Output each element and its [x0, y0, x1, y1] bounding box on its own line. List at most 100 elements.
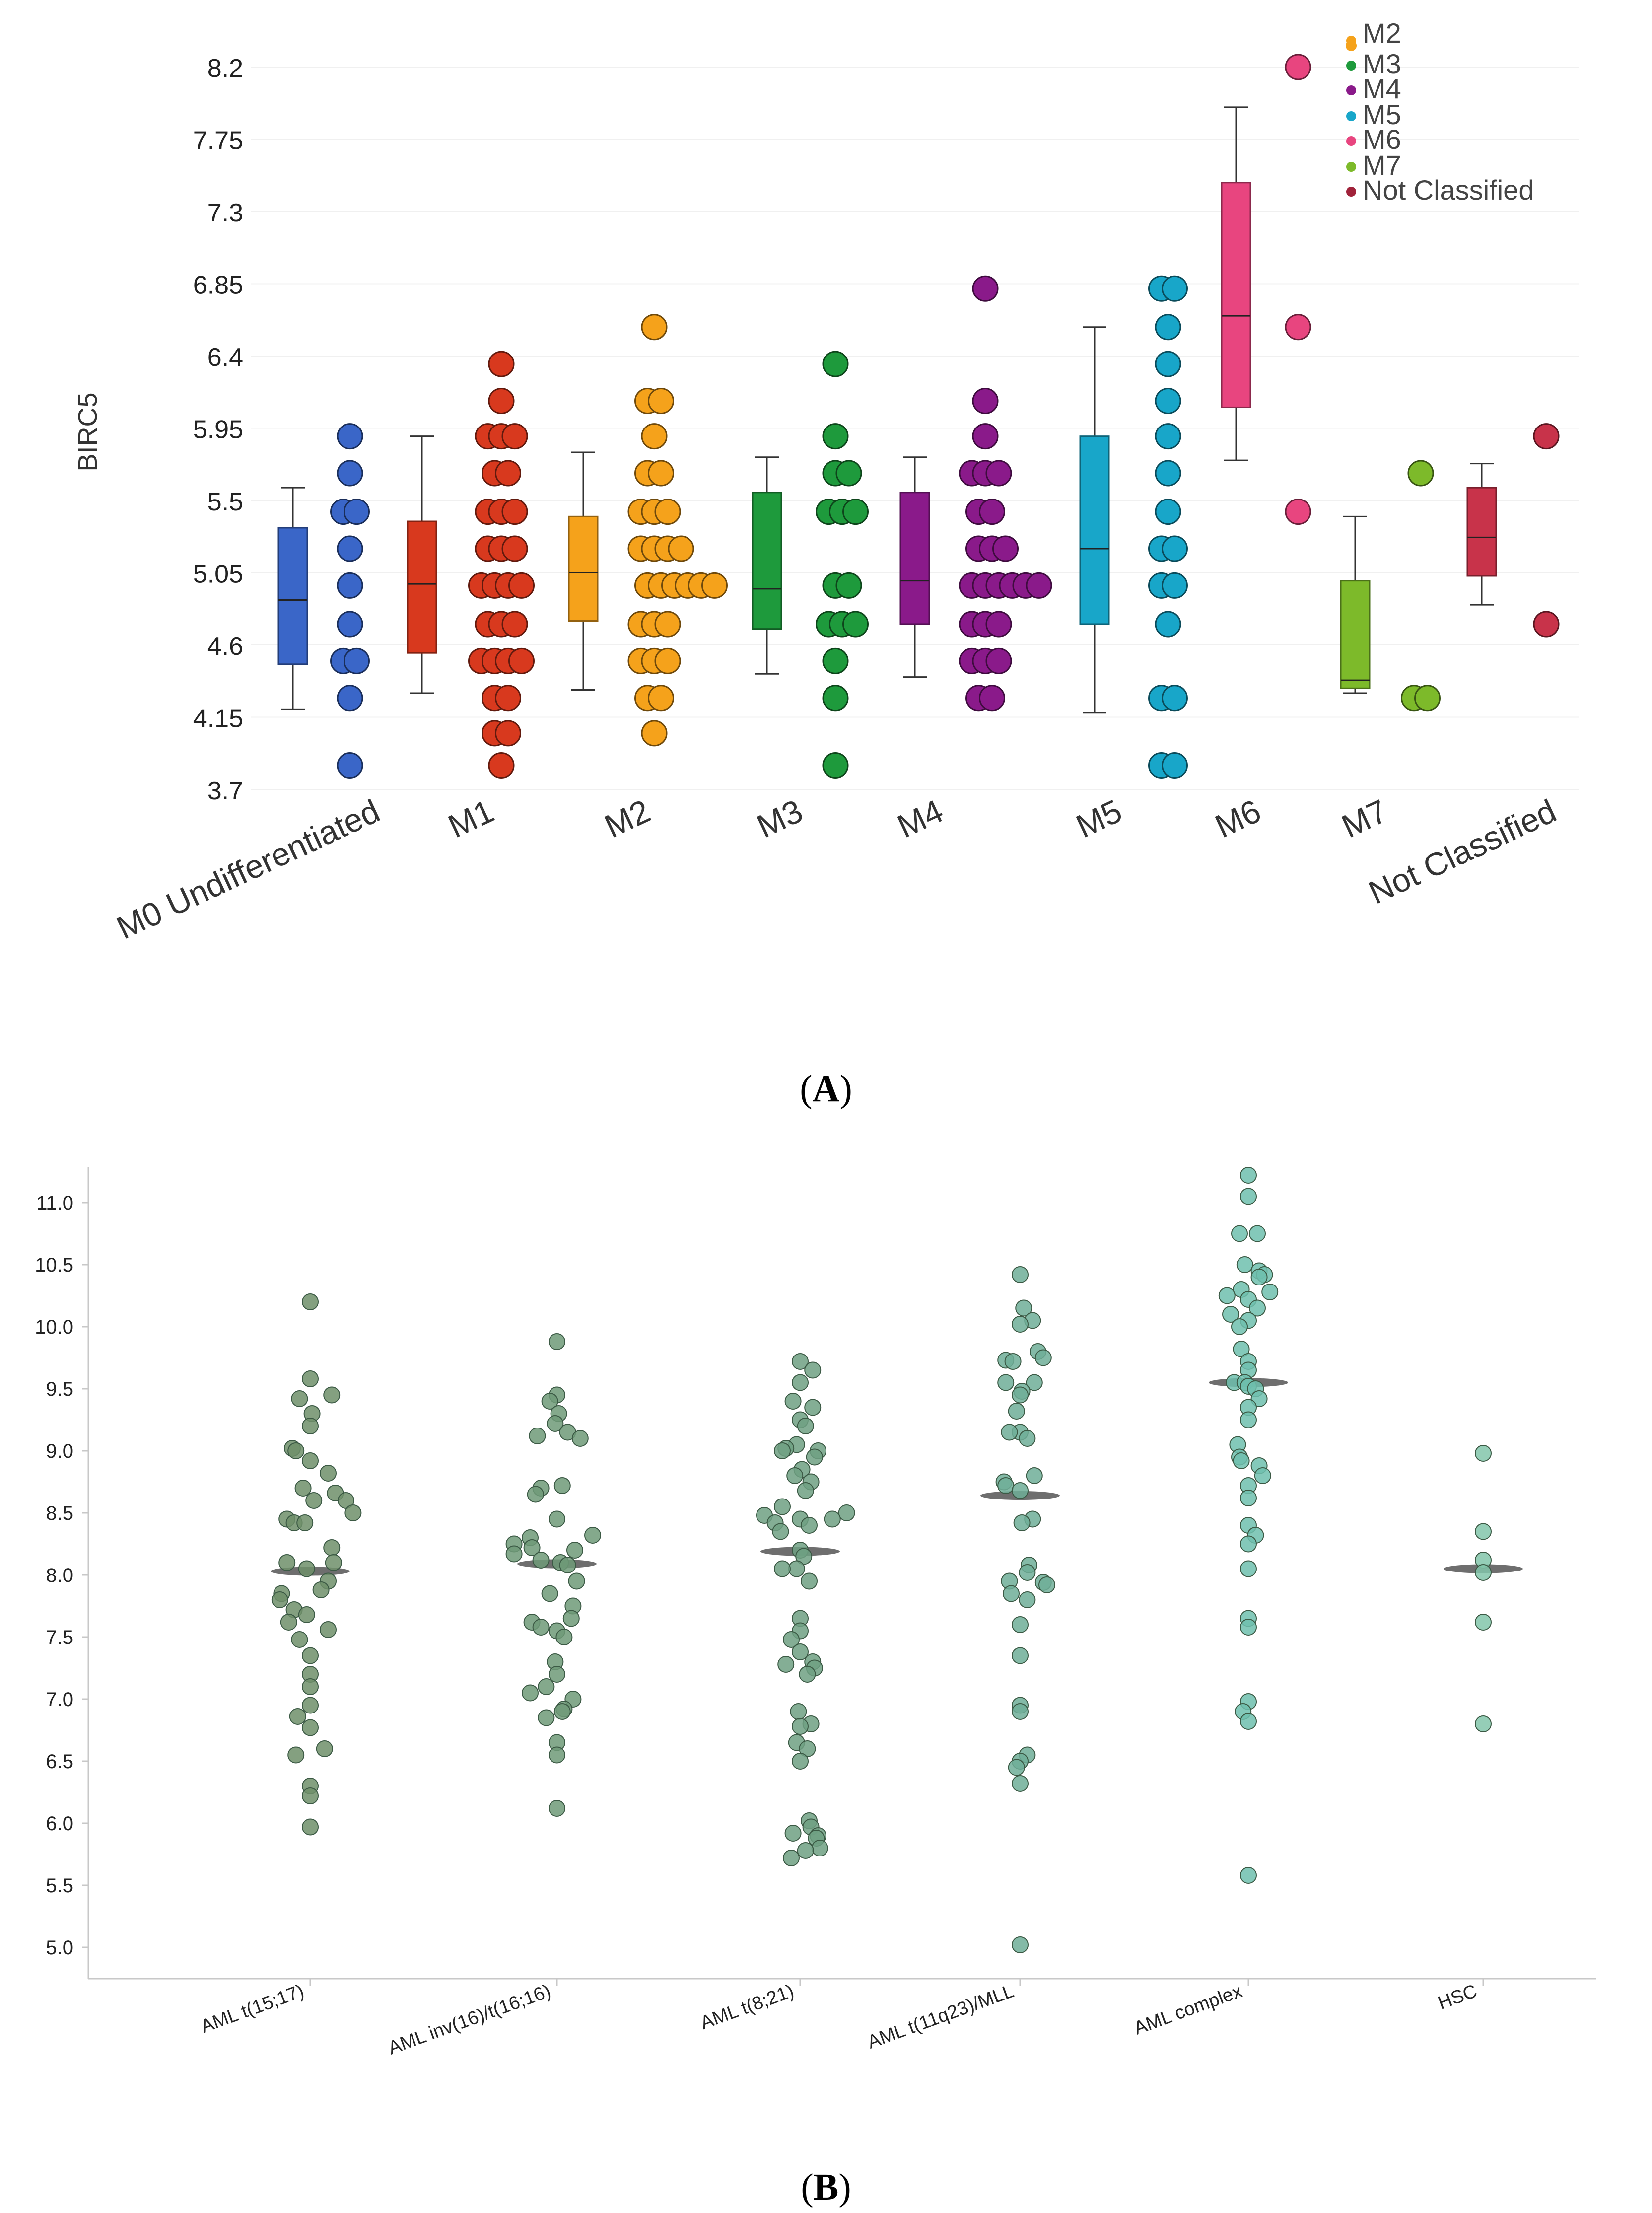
panel-a-point: [495, 720, 521, 747]
panel-b-point: [549, 1666, 565, 1683]
panel-b-point: [291, 1390, 308, 1407]
panel-b-point: [1012, 1386, 1029, 1404]
panel-b-point: [1012, 1482, 1029, 1499]
panel-a-box-6: [1221, 106, 1251, 461]
legend-marker: [1346, 187, 1356, 197]
panel-b-point: [559, 1557, 576, 1573]
panel-a-point: [972, 388, 999, 415]
panel-b-point: [824, 1510, 841, 1528]
panel-b-point: [806, 1448, 823, 1466]
panel-a-x-tick-label: Not Classified: [1363, 792, 1562, 911]
panel-b-point: [538, 1709, 555, 1726]
panel-b-point: [549, 1800, 565, 1817]
panel-b-point: [997, 1477, 1015, 1494]
panel-a-point: [1155, 423, 1181, 450]
panel-b-y-tick-label: 6.0: [46, 1813, 73, 1835]
panel-b-point: [1240, 1535, 1257, 1553]
legend-label: M4: [1363, 73, 1401, 104]
legend-label: M6: [1363, 124, 1401, 155]
panel-a-point: [822, 752, 849, 779]
panel-b-point: [280, 1614, 297, 1631]
panel-a-point: [972, 423, 999, 450]
panel-a-point: [1155, 388, 1181, 415]
panel-b-point: [792, 1643, 809, 1660]
panel-b-point: [1261, 1284, 1279, 1300]
panel-a-points-1: [468, 351, 535, 779]
panel-b-point: [1254, 1467, 1271, 1484]
panel-b-point: [541, 1393, 558, 1410]
panel-a-box-body: [752, 492, 782, 630]
panel-a-point: [979, 685, 1005, 712]
panel-b-point: [1026, 1467, 1043, 1484]
panel-b-point: [547, 1415, 564, 1432]
panel-b-point: [1233, 1452, 1250, 1469]
panel-b-point: [1012, 1936, 1029, 1953]
panel-b-point: [1218, 1287, 1236, 1304]
panel-a-points-7: [1401, 460, 1441, 712]
panel-a-y-tick-label: 5.95: [193, 416, 243, 444]
panel-b-point: [312, 1581, 330, 1598]
panel-a-point: [641, 423, 668, 450]
panel-a-y-tick-label: 4.15: [193, 705, 243, 733]
panel-a-y-tick-label: 5.05: [193, 560, 243, 589]
panel-b-point: [1240, 1167, 1257, 1184]
panel-a-point: [979, 499, 1005, 525]
panel-b-point: [1019, 1564, 1036, 1581]
panel-a-point: [1155, 611, 1181, 638]
panel-b-point: [783, 1631, 800, 1648]
panel-b-point: [555, 1629, 573, 1645]
panel-b-point: [523, 1539, 541, 1556]
panel-a-x-tick-label: M3: [752, 792, 808, 845]
legend-item: M4: [1346, 73, 1401, 104]
panel-b-point: [529, 1428, 546, 1444]
panel-a-point: [1162, 752, 1188, 779]
panel-b-point: [1012, 1316, 1029, 1333]
panel-a-box-body: [899, 492, 930, 625]
panel-b-y-tick-label: 5.0: [46, 1937, 73, 1959]
panel-a-y-tick-label: 8.2: [207, 54, 243, 83]
panel-a-point: [1533, 611, 1560, 638]
panel-b-point: [1222, 1306, 1239, 1323]
legend-label: Not Classified: [1363, 174, 1534, 206]
panel-a-point: [654, 499, 681, 525]
panel-a-x-tick-label: M2: [599, 792, 656, 845]
panel-a-box-body: [407, 520, 437, 654]
panel-b-point: [302, 1370, 319, 1387]
panel-a-x-tick-label: M6: [1210, 792, 1266, 845]
panel-a-point: [337, 611, 363, 638]
panel-a-points-6: [1285, 54, 1311, 525]
panel-a-x-tick-label: M4: [892, 792, 949, 845]
panel-a-box-body: [1221, 182, 1251, 408]
panel-b-axes: [87, 1167, 1596, 1980]
panel-b-point: [287, 1746, 305, 1764]
panel-a-point: [668, 535, 694, 562]
panel-a-point: [654, 647, 681, 674]
panel-b-point: [302, 1818, 319, 1836]
legend-label: M2: [1363, 17, 1401, 49]
panel-a-point: [822, 351, 849, 377]
panel-b-y-ticks: 5.0 5.5 6.0 6.5 7.0 7.5 8.0 8.5 9.0 9.5 10.0 10.5 11…: [35, 1192, 88, 1959]
panel-b-y-tick-label: 7.5: [46, 1627, 73, 1648]
panel-a-point: [337, 572, 363, 599]
panel-b-point: [1008, 1403, 1025, 1420]
panel-a-point: [344, 647, 370, 674]
panel-a-point: [508, 572, 535, 599]
panel-b-point: [549, 1333, 565, 1350]
panel-b-point: [505, 1545, 523, 1563]
panel-b-point: [797, 1418, 814, 1434]
panel-a-point: [992, 535, 1019, 562]
panel-b-point: [1012, 1703, 1029, 1720]
panel-a-y-axis-label: BIRC5: [73, 392, 103, 471]
panel-b-point: [296, 1514, 314, 1531]
panel-b-point: [811, 1840, 828, 1856]
panel-a-points-2: [627, 314, 728, 747]
panel-b-point: [1015, 1299, 1032, 1317]
panel-b-y-tick-label: 8.5: [46, 1502, 73, 1524]
panel-b-point: [783, 1850, 800, 1866]
caption-b-close: ): [838, 2166, 851, 2208]
panel-a-y-tick-label: 3.7: [207, 777, 243, 805]
panel-a: 3.7 4.15 4.6 5.05 5.5 5.95 6.4 6.85 7.3 7.75 8.2 B…: [73, 17, 1579, 946]
panel-a-box-7: [1340, 515, 1371, 694]
panel-a-point: [641, 314, 668, 341]
